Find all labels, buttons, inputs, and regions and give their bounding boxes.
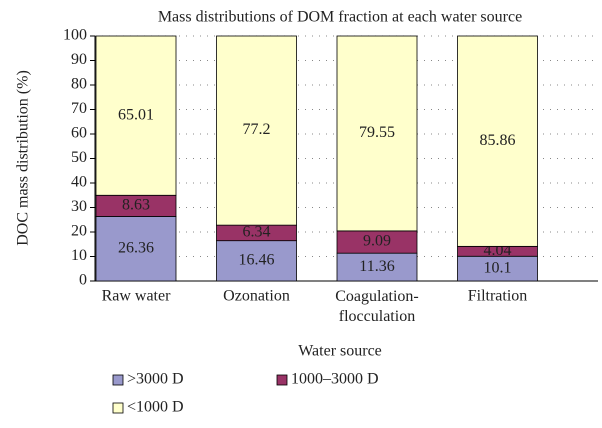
bar-segment <box>95 216 177 282</box>
x-axis-title: Water source <box>298 343 382 360</box>
y-tick-label: 50 <box>71 149 87 166</box>
chart-title: Mass distributions of DOM fraction at ea… <box>158 9 522 26</box>
bar-segment <box>336 252 418 282</box>
legend-swatch <box>112 402 124 414</box>
value-label: 9.09 <box>363 233 391 250</box>
y-tick-label: 100 <box>63 27 87 44</box>
y-tick-label: 0 <box>79 272 87 289</box>
value-label: 11.36 <box>359 258 394 275</box>
legend-swatch <box>112 374 124 386</box>
bar-segment <box>216 240 297 282</box>
y-tick-label: 60 <box>71 125 87 142</box>
value-label: 65.01 <box>118 106 154 123</box>
legend-label: >3000 D <box>127 371 184 388</box>
value-label: 16.46 <box>239 252 275 269</box>
x-tick-label: Filtration <box>468 288 528 305</box>
y-tick-label: 20 <box>71 223 87 240</box>
y-tick-label: 40 <box>71 174 87 191</box>
value-label: 6.34 <box>243 224 271 241</box>
y-axis-title: DOC mass distribution (%) <box>15 70 32 246</box>
bar-segment <box>95 35 177 196</box>
x-tick-label: Coagulation-flocculation <box>335 288 419 325</box>
y-tick-label: 70 <box>71 100 87 117</box>
y-tick-label: 80 <box>71 76 87 93</box>
y-tick-label: 10 <box>71 247 87 264</box>
bar-segment <box>457 35 538 247</box>
value-label: 77.2 <box>243 121 271 138</box>
value-label: 26.36 <box>118 239 154 256</box>
bar-segment <box>457 255 538 282</box>
legend-swatch <box>276 374 288 386</box>
legend-label: 1000–3000 D <box>291 371 379 388</box>
y-tick-label: 30 <box>71 198 87 215</box>
value-label: 85.86 <box>480 132 516 149</box>
x-tick-label: Raw water <box>102 288 172 305</box>
value-label: 8.63 <box>122 197 150 214</box>
y-tick-label: 90 <box>71 51 87 68</box>
value-label: 10.1 <box>484 259 512 276</box>
legend-label: <1000 D <box>127 399 184 416</box>
value-label: 79.55 <box>359 124 395 141</box>
x-tick-label: Ozonation <box>223 288 290 305</box>
bar-segment <box>336 35 418 232</box>
bar-segment <box>216 35 297 226</box>
